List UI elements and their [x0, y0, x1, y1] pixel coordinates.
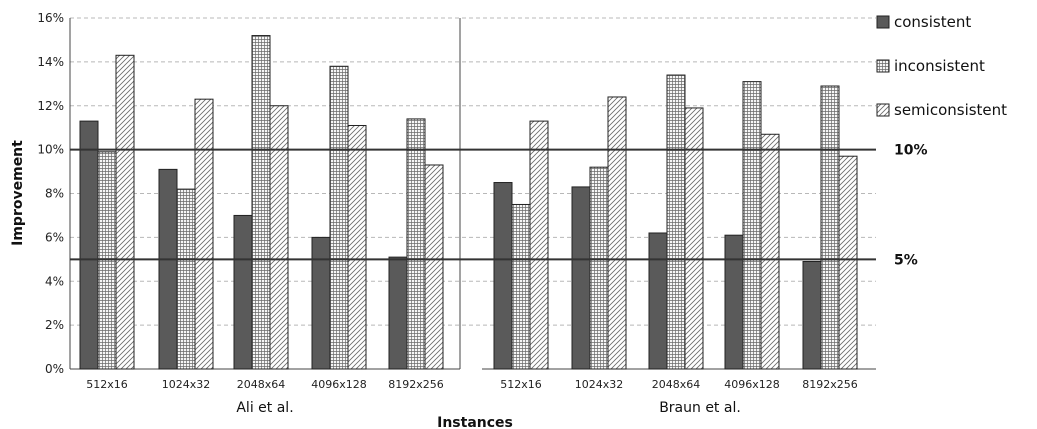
bar-inconsistent	[97, 151, 117, 370]
y-tick-label: 16%	[37, 11, 64, 25]
x-tick-label: 4096x128	[311, 378, 367, 391]
bar-consistent	[233, 214, 253, 370]
bar-inconsistent	[666, 74, 686, 370]
y-tick-label: 0%	[45, 362, 64, 376]
labels: 0% 2% 4% 6% 8% 10% 12% 14% 16% 512x16 1024x32 2048x…	[37, 11, 857, 416]
reference-lines: 10% 5%	[70, 143, 928, 268]
bar-inconsistent	[329, 65, 349, 370]
x-tick-label: 512x16	[86, 378, 128, 391]
bar-inconsistent	[820, 85, 840, 370]
y-tick-label: 6%	[45, 230, 64, 244]
bar-inconsistent	[406, 118, 426, 370]
y-tick-label: 4%	[45, 274, 64, 288]
legend-label: semiconsistent	[894, 101, 1007, 119]
bar-semiconsistent	[194, 98, 214, 370]
bar-semiconsistent	[684, 107, 704, 370]
legend-swatch-inconsistent	[876, 59, 890, 73]
group-label: Braun et al.	[659, 400, 741, 416]
bar-consistent	[648, 232, 668, 370]
bar-semiconsistent	[115, 54, 135, 370]
group-label: Ali et al.	[236, 400, 293, 416]
x-tick-label: 8192x256	[802, 378, 858, 391]
bar-inconsistent	[589, 166, 609, 370]
bar-semiconsistent	[838, 155, 858, 370]
bar-consistent	[802, 261, 822, 370]
reference-label: 5%	[894, 252, 918, 268]
bars	[79, 35, 858, 370]
legend-swatch-consistent	[876, 15, 890, 29]
x-axis-title: Instances	[437, 415, 513, 429]
bar-consistent	[158, 168, 178, 370]
x-tick-label: 2048x64	[237, 378, 286, 391]
x-tick-label: 512x16	[500, 378, 542, 391]
bar-semiconsistent	[760, 133, 780, 370]
y-tick-label: 8%	[45, 187, 64, 201]
bar-consistent	[493, 182, 513, 370]
bar-inconsistent	[251, 35, 271, 370]
y-tick-label: 2%	[45, 318, 64, 332]
legend-label: consistent	[894, 13, 971, 31]
bar-consistent	[79, 120, 99, 370]
bar-consistent	[724, 234, 744, 370]
x-tick-label: 1024x32	[162, 378, 211, 391]
legend: consistent inconsistent semiconsistent	[876, 13, 1007, 119]
bar-consistent	[311, 236, 331, 370]
bar-inconsistent	[742, 81, 762, 370]
x-tick-label: 2048x64	[652, 378, 701, 391]
y-tick-label: 10%	[37, 143, 64, 157]
legend-swatch-semiconsistent	[876, 103, 890, 117]
bar-consistent	[388, 256, 408, 370]
legend-label: inconsistent	[894, 57, 985, 75]
bar-semiconsistent	[529, 120, 549, 370]
bar-inconsistent	[511, 203, 531, 370]
bar-inconsistent	[176, 188, 196, 370]
bar-semiconsistent	[607, 96, 627, 370]
reference-label: 10%	[894, 143, 928, 159]
y-tick-label: 12%	[37, 99, 64, 113]
y-axis-title: Improvement	[10, 140, 26, 246]
y-tick-label: 14%	[37, 55, 64, 69]
bar-consistent	[571, 186, 591, 370]
bar-semiconsistent	[424, 164, 444, 370]
bar-semiconsistent	[347, 124, 367, 370]
x-tick-label: 8192x256	[388, 378, 444, 391]
x-tick-label: 4096x128	[724, 378, 780, 391]
x-tick-label: 1024x32	[575, 378, 624, 391]
bar-semiconsistent	[269, 105, 289, 370]
